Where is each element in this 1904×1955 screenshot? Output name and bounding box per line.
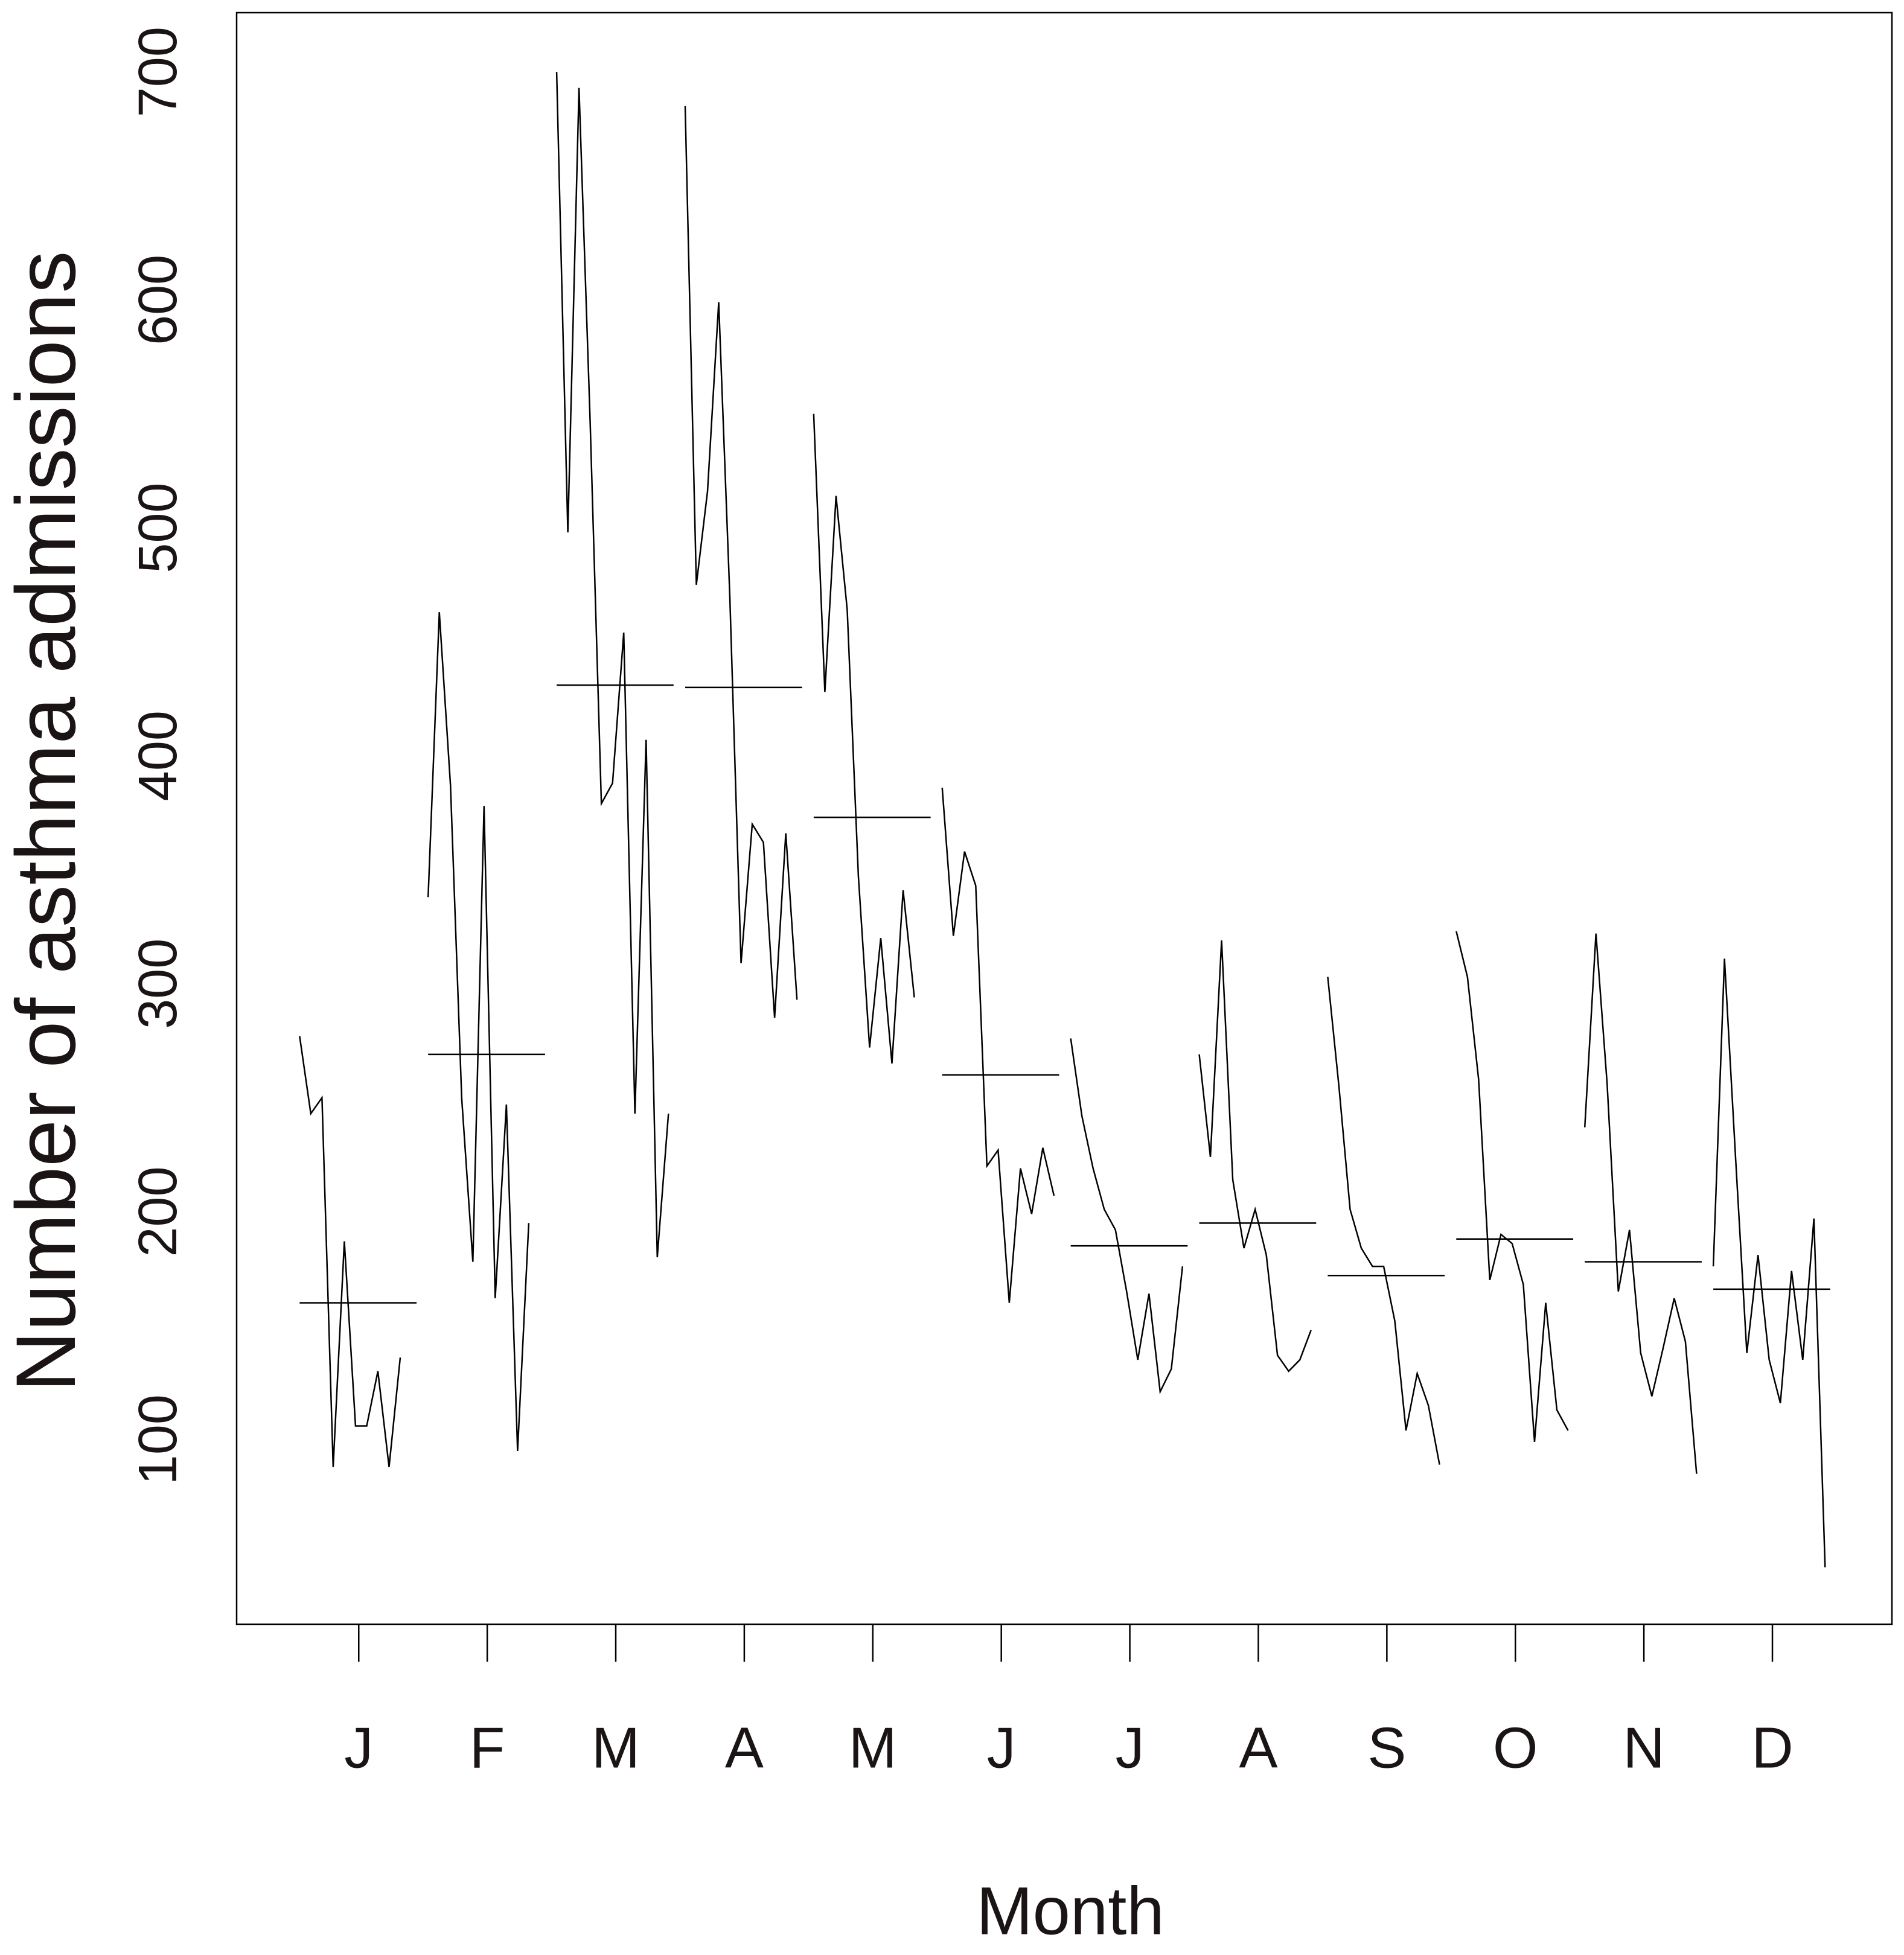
plot-frame — [235, 11, 1893, 1625]
subseries-line — [555, 72, 669, 1258]
x-axis-label: Month — [976, 1874, 1164, 1949]
x-tick-label: F — [470, 1715, 505, 1780]
subseries-line — [299, 1036, 401, 1467]
subseries-line — [1583, 933, 1698, 1474]
x-tick-label: A — [725, 1715, 764, 1780]
subseries-line — [1455, 931, 1569, 1442]
y-tick-label: 100 — [128, 1394, 188, 1485]
x-tick-label: S — [1367, 1715, 1406, 1780]
x-tick-label: J — [1116, 1715, 1145, 1780]
y-tick-label: 700 — [128, 27, 188, 117]
x-tick-label: A — [1239, 1715, 1277, 1780]
y-tick-label: 500 — [128, 482, 188, 573]
x-tick-label: J — [344, 1715, 373, 1780]
subseries-line — [1198, 940, 1312, 1373]
y-tick-label: 300 — [128, 939, 188, 1029]
x-tick-label: O — [1493, 1715, 1538, 1780]
x-tick-label: M — [592, 1715, 640, 1780]
x-tick-label: N — [1623, 1715, 1664, 1780]
y-tick-label: 200 — [128, 1166, 188, 1257]
x-tick-label: M — [849, 1715, 897, 1780]
subseries-line — [684, 106, 798, 1018]
y-tick-label: 600 — [128, 255, 188, 345]
subseries-line — [1070, 1038, 1184, 1395]
subseries-line — [813, 413, 915, 1064]
subseries-line — [1327, 977, 1440, 1465]
subseries-line — [427, 612, 530, 1452]
x-tick-label: J — [987, 1715, 1016, 1780]
y-tick-label: 400 — [128, 710, 188, 801]
x-tick-label: D — [1751, 1715, 1793, 1780]
y-axis-label: Number of asthma admissions — [0, 251, 93, 1392]
subseries-line — [941, 787, 1055, 1303]
subseries-line — [1712, 958, 1826, 1568]
